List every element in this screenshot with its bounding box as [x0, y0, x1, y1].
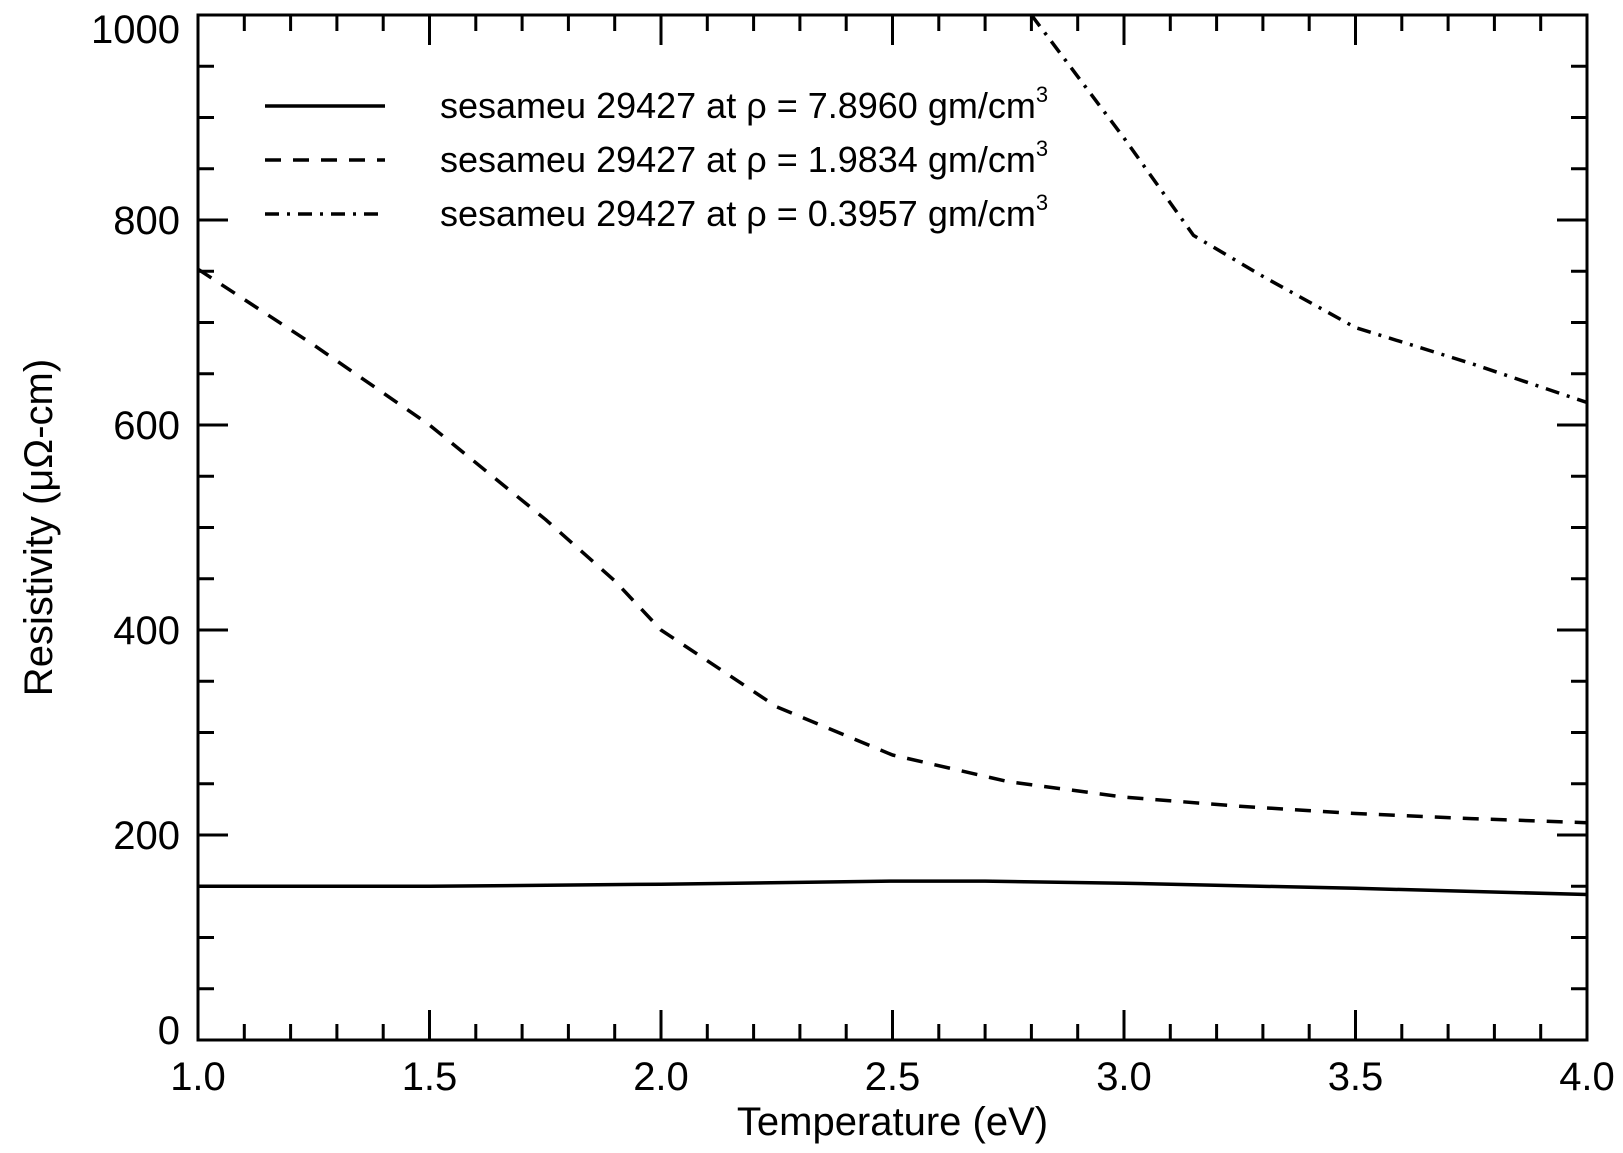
x-tick-label: 4.0 [1559, 1055, 1615, 1099]
y-axis-label: Resistivity (μΩ-cm) [17, 359, 61, 696]
legend-label-2: sesameu 29427 at ρ = 1.9834 gm/cm3 [440, 136, 1048, 180]
x-tick-label: 3.0 [1096, 1055, 1152, 1099]
legend-label-superscript: 3 [1036, 136, 1048, 161]
series-line-3 [1030, 15, 1587, 405]
legend: sesameu 29427 at ρ = 7.8960 gm/cm3sesame… [265, 82, 1048, 234]
y-tick-label: 0 [158, 1009, 180, 1053]
y-tick-label: 400 [113, 609, 180, 653]
x-axis-label: Temperature (eV) [737, 1100, 1048, 1144]
series-lines [198, 15, 1587, 897]
legend-label-3: sesameu 29427 at ρ = 0.3957 gm/cm3 [440, 190, 1048, 234]
y-tick-label: 1000 [91, 8, 180, 52]
series-line-2 [198, 267, 1587, 825]
legend-label-superscript: 3 [1036, 82, 1048, 107]
x-tick-label: 2.0 [633, 1055, 689, 1099]
y-tick-label: 800 [113, 199, 180, 243]
series-line-1 [198, 879, 1587, 897]
legend-label-1: sesameu 29427 at ρ = 7.8960 gm/cm3 [440, 82, 1048, 126]
legend-label-superscript: 3 [1036, 190, 1048, 215]
x-tick-label: 2.5 [865, 1055, 921, 1099]
legend-label-text: sesameu 29427 at ρ = 7.8960 gm/cm [440, 85, 1036, 126]
plot-frame [196, 13, 1589, 1042]
y-tick-label: 200 [113, 814, 180, 858]
x-tick-label: 3.5 [1328, 1055, 1384, 1099]
y-tick-label: 600 [113, 404, 180, 448]
x-tick-label: 1.0 [170, 1055, 226, 1099]
tick-labels: 1.0 1.5 2.0 2.5 3.0 3.5 4.0 0 200 400 600 800 1000 [91, 8, 1615, 1099]
legend-label-text: sesameu 29427 at ρ = 0.3957 gm/cm [440, 193, 1036, 234]
x-tick-label: 1.5 [402, 1055, 458, 1099]
legend-label-text: sesameu 29427 at ρ = 1.9834 gm/cm [440, 139, 1036, 180]
